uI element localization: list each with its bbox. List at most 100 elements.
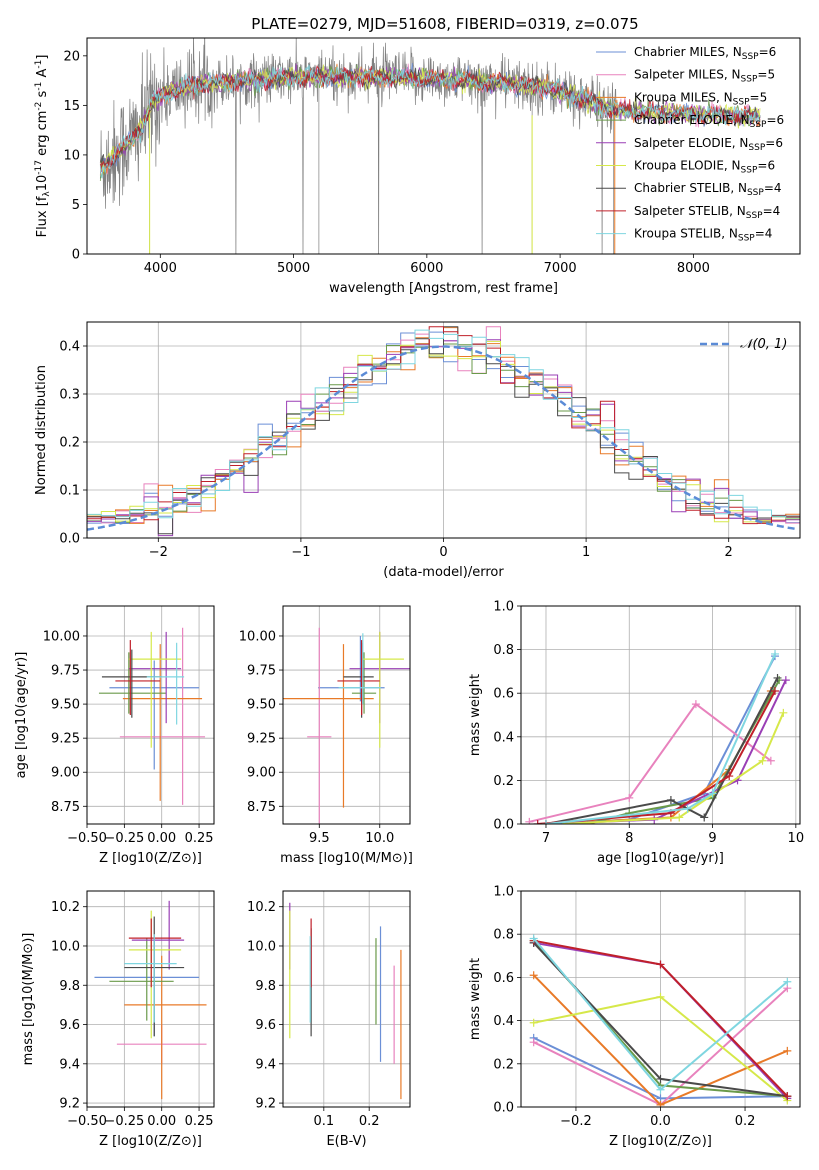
x-axis-label: Z [log10(Z/Z⊙)] <box>99 1134 202 1149</box>
y-tick-label: 0.0 <box>493 1101 514 1116</box>
legend-label: Salpeter MILES, NSSP=5 <box>634 68 775 85</box>
x-tick-label: 0.1 <box>313 1114 334 1129</box>
axes-frame <box>86 605 215 825</box>
weight-line-5 <box>562 712 785 824</box>
x-tick-label: 9.5 <box>309 831 330 846</box>
weight-marker <box>783 1092 792 1101</box>
weight-marker <box>675 813 684 822</box>
mass_vs_Z-chart: −0.50−0.25 0.00 0.25 9.2 9.4 9.6 9.8 10.0 10.2 Z … <box>21 890 215 1149</box>
figure-title: PLATE=0279, MJD=51608, FIBERID=0319, z=0… <box>251 15 638 33</box>
y-tick-label: 9.25 <box>51 732 80 747</box>
y-tick-label: 1.0 <box>493 600 514 615</box>
x-tick-label: −1 <box>291 545 310 560</box>
x-axis-label: age [log10(age/yr)] <box>597 851 724 866</box>
weight-marker <box>700 813 709 822</box>
y-tick-label: 0.0 <box>59 532 80 547</box>
x-tick-label: −0.25 <box>104 1114 144 1129</box>
legend-label: Kroupa MILES, NSSP=5 <box>634 90 767 107</box>
y-tick-label: 0.2 <box>493 1057 514 1072</box>
y-axis-label: Normed distribution <box>34 365 49 495</box>
axes-frame <box>86 321 801 539</box>
y-tick-label: 8.75 <box>51 800 80 815</box>
weight-marker <box>529 934 538 943</box>
weight-line-1 <box>529 702 772 823</box>
weight-marker <box>656 1100 665 1107</box>
age_vs_Z-chart: −0.50−0.25 0.00 0.25 8.75 9.00 9.25 9.50 9.75 10… <box>14 605 215 866</box>
y-tick-label: 0.1 <box>59 484 80 499</box>
weight-marker <box>766 756 775 765</box>
y-tick-label: 20 <box>63 49 80 64</box>
weight-marker <box>683 804 692 813</box>
weight-marker <box>656 1074 665 1083</box>
x-tick-label: −0.50 <box>67 1114 107 1129</box>
y-tick-label: 1.0 <box>493 885 514 900</box>
weight-marker <box>783 977 792 986</box>
age_vs_mass-chart: 9.5 10.0 8.75 9.00 9.25 9.50 9.75 10.00 mass [lo… <box>239 605 413 866</box>
y-tick-label: 0.4 <box>59 340 80 355</box>
weight-marker <box>529 971 538 980</box>
x-tick-label: −0.50 <box>67 831 107 846</box>
y-axis-label: mass [log10(M/M⊙)] <box>21 933 36 1066</box>
y-tick-label: 15 <box>63 99 80 114</box>
weight-marker <box>656 960 665 969</box>
weight-marker <box>758 756 767 765</box>
y-axis-label: mass weight <box>468 674 483 756</box>
weight-marker <box>771 687 780 696</box>
y-tick-label: 9.4 <box>255 1057 276 1072</box>
x-tick-label: −2 <box>149 545 168 560</box>
weight-marker <box>773 673 782 682</box>
y-tick-label: 0.6 <box>493 971 514 986</box>
weight-marker <box>529 1018 538 1027</box>
x-tick-label: 0.0 <box>650 1114 671 1129</box>
x-tick-label: 8 <box>625 831 633 846</box>
x-tick-label: 0.00 <box>147 831 176 846</box>
y-tick-label: 9.6 <box>59 1018 80 1033</box>
weight-line-4 <box>545 679 787 824</box>
weight-marker <box>656 1085 665 1094</box>
y-axis-label: Flux [fλ10-17 erg cm-2 s-1 A-1] <box>34 55 52 238</box>
y-tick-label: 8.75 <box>247 800 276 815</box>
weight-marker <box>525 817 534 824</box>
plot-area <box>529 934 792 1107</box>
weight-marker <box>725 772 734 781</box>
weight-marker <box>533 820 542 824</box>
y-tick-label: 10.00 <box>43 629 80 644</box>
x-axis-label: E(B-V) <box>326 1134 366 1149</box>
weight-marker <box>529 1038 538 1047</box>
y-tick-label: 0.0 <box>493 818 514 833</box>
y-tick-label: 10.2 <box>247 900 276 915</box>
x-tick-label: 10 <box>788 831 805 846</box>
x-tick-label: 1 <box>582 545 590 560</box>
gaussian-curve <box>87 345 798 531</box>
x-tick-label: 0.25 <box>185 831 214 846</box>
y-tick-label: 9.8 <box>59 979 80 994</box>
plot-area <box>99 38 761 254</box>
weight-line-7 <box>537 690 776 824</box>
weight_vs_age-chart: 7 8 9 10 0.0 0.2 0.4 0.6 0.8 1.0 age [log10(age/yr… <box>468 600 804 867</box>
model-spectrum-8 <box>99 64 761 179</box>
y-tick-label: 0.4 <box>493 1014 514 1029</box>
x-tick-label: 0.2 <box>735 1114 756 1129</box>
y-tick-label: 9.50 <box>247 698 276 713</box>
y-tick-label: 9.6 <box>255 1018 276 1033</box>
x-tick-label: 10.0 <box>365 831 394 846</box>
x-tick-label: 4000 <box>144 261 177 276</box>
residuals-chart: −2 −1 0 1 2 0.0 0.1 0.2 0.3 0.4 𝒩(0, 1) (data-model… <box>34 321 801 580</box>
y-tick-label: 9.00 <box>247 766 276 781</box>
y-tick-label: 9.4 <box>59 1057 80 1072</box>
y-axis-label: mass weight <box>468 958 483 1040</box>
x-tick-label: 0.2 <box>359 1114 380 1129</box>
y-tick-label: 10.0 <box>247 939 276 954</box>
plot-area <box>98 627 206 805</box>
x-tick-label: 7 <box>542 831 550 846</box>
y-tick-label: 9.00 <box>51 766 80 781</box>
weight-marker <box>656 992 665 1001</box>
plot-area <box>525 649 790 824</box>
plot-area <box>87 326 800 537</box>
y-tick-label: 5 <box>72 198 80 213</box>
axes-frame <box>282 605 411 825</box>
y-axis-label: age [log10(age/yr)] <box>14 652 29 779</box>
weight-marker <box>708 789 717 798</box>
x-tick-label: 8000 <box>677 261 710 276</box>
y-tick-label: 0.8 <box>493 643 514 658</box>
